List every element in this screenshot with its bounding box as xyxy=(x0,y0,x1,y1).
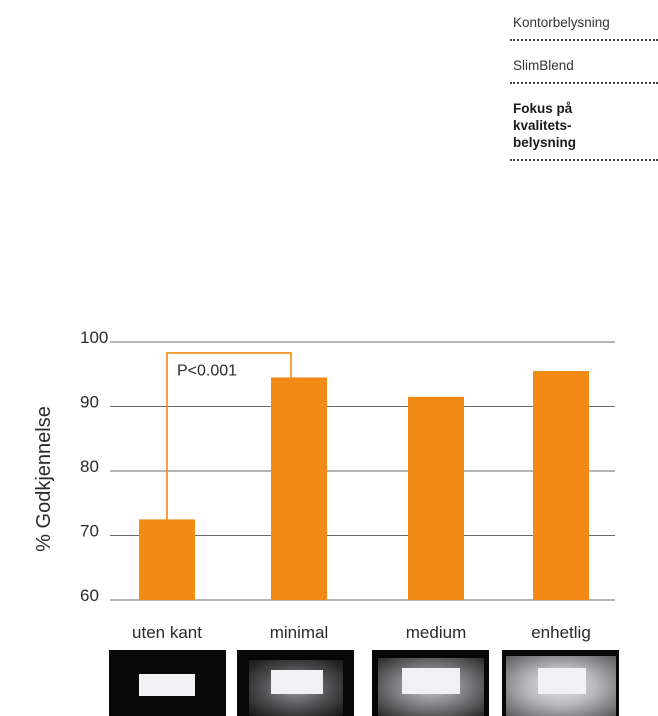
luminaire-panel xyxy=(139,674,195,696)
luminaire-thumbnail xyxy=(109,650,226,716)
y-axis-label: % Godkjennelse xyxy=(33,406,55,552)
significance-bracket xyxy=(166,352,292,520)
x-tick-label: enhetlig xyxy=(531,623,591,642)
luminaire-thumbnail xyxy=(502,650,619,716)
luminaire-panel xyxy=(538,668,586,694)
y-tick-label: 90 xyxy=(80,393,99,412)
side-nav: Kontorbelysning SlimBlend Fokus på kvali… xyxy=(510,10,658,173)
y-tick-label: 60 xyxy=(80,586,99,605)
nav-item-slimblend[interactable]: SlimBlend xyxy=(510,53,658,84)
bar-uten-kant xyxy=(139,519,195,600)
luminaire-panel xyxy=(271,670,323,694)
x-tick-label: uten kant xyxy=(132,623,202,642)
bar-chart: 60 70 80 90 100 % Godkjennelse P<0.001 uten kan… xyxy=(33,328,615,642)
luminaire-thumbnail xyxy=(372,650,489,716)
luminaire-panel xyxy=(402,668,460,694)
nav-item-fokus[interactable]: Fokus på kvalitets- belysning xyxy=(510,96,658,161)
nav-item-kontorbelysning[interactable]: Kontorbelysning xyxy=(510,10,658,41)
x-tick-label: minimal xyxy=(270,623,329,642)
y-tick-label: 70 xyxy=(80,522,99,541)
y-tick-label: 100 xyxy=(80,328,108,347)
bar-minimal xyxy=(271,377,327,600)
significance-label: P<0.001 xyxy=(177,363,237,380)
y-tick-label: 80 xyxy=(80,457,99,476)
bar-enhetlig xyxy=(533,371,589,600)
x-tick-label: medium xyxy=(406,623,466,642)
bar-medium xyxy=(408,396,464,600)
luminaire-thumbnail xyxy=(237,650,354,716)
